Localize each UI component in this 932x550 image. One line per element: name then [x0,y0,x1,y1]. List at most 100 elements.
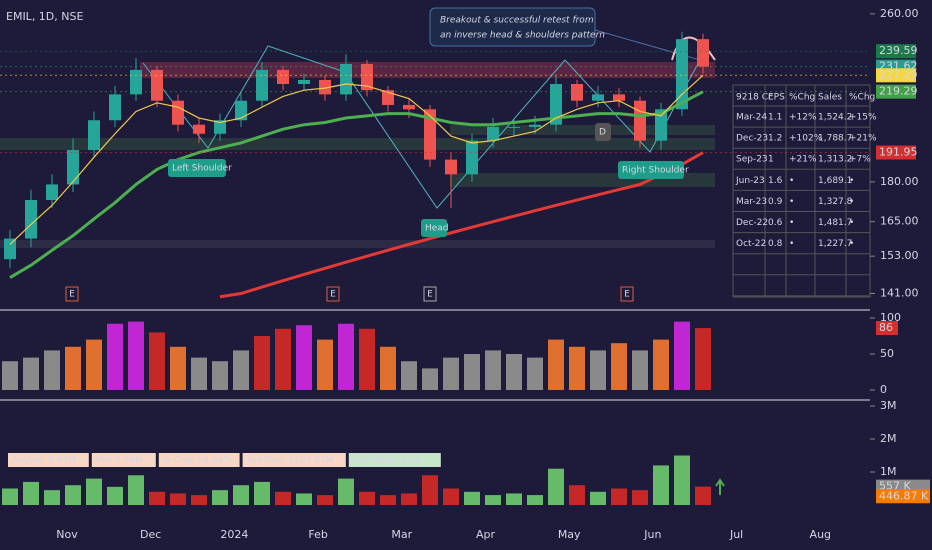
bar [422,368,438,390]
bar [485,495,501,505]
table-cell: • [789,239,794,249]
table-cell: • [849,197,854,207]
stat-box [242,453,346,467]
table-header: Sales [818,93,842,103]
price-label: 227.29 [879,68,918,81]
earnings-marker [423,286,437,302]
bar [401,493,417,505]
earnings-marker [65,286,79,302]
bar [569,485,585,505]
candle-body [655,109,667,141]
bar [191,357,207,390]
table-cell: • [789,218,794,228]
bar [149,332,165,390]
candle-body [172,100,184,125]
table-cell: • [849,239,854,249]
x-tick-label: Mar [391,528,412,541]
table-cell: 0.6 [768,218,783,228]
pattern-label-box [595,123,611,141]
table-cell: 1,327.8 [818,197,853,207]
bar [233,485,249,505]
bar [506,493,522,505]
pattern-label: D [599,128,606,138]
earnings-label: E [69,290,75,300]
price-label-box [876,68,916,83]
table-cell: Dec-23 [736,134,768,144]
table-cell: 1,689.1 [818,176,852,186]
table-cell: Mar-23 [736,197,767,207]
bar [317,495,333,505]
bar [149,491,165,505]
stat: U/D Ratio: 1.46 [353,456,422,466]
candle-body [613,94,625,101]
bar [317,339,333,390]
bar [632,350,648,390]
bar [422,475,438,505]
stat-box [91,453,156,467]
value-label-box [876,321,898,336]
bar [254,336,270,390]
pattern-label-box [421,219,447,237]
table-cell: 1,313.2 [818,155,852,165]
pattern-label: Head [425,224,449,234]
price-label-box [876,44,916,59]
x-tick-label: Aug [810,528,831,541]
bar [611,343,627,390]
bar [695,328,711,390]
bar [674,455,690,505]
bar [590,491,606,505]
bar [548,468,564,505]
bar [86,339,102,390]
candle-body [487,126,499,141]
bar [86,478,102,505]
candle-body [319,79,331,95]
table-header: %Chg [789,93,815,103]
table-cell: +102% [789,134,823,144]
bar [380,346,396,390]
bar [527,495,543,505]
bar [44,490,60,505]
table-cell: 1.6 [768,176,783,186]
bar [359,328,375,390]
candle-body [256,69,268,101]
x-tick-label: Dec [140,528,161,541]
annotation: Breakout & successful retest from [440,16,594,26]
earnings-marker [326,286,340,302]
bar [506,354,522,390]
y-tick-label: 260.00 [880,7,919,20]
table-cell: 1,788.7 [818,134,852,144]
candle-body [571,84,583,101]
bar [128,475,144,505]
y-tick-label: 50 [880,347,894,360]
table-cell: Jun-23 [735,176,765,186]
bar [611,488,627,505]
stat: Vol: 0.56M [96,456,143,466]
candle-body [298,79,310,85]
bar [401,361,417,390]
candle-body [403,104,415,110]
bar [107,486,123,505]
stat-box [158,453,240,467]
value-label: 446.87 K [879,489,929,502]
candle-body [4,238,16,260]
candle-body [214,120,226,134]
cup-arc [671,36,716,61]
bar [590,350,606,390]
bar [443,488,459,505]
earnings-label: E [427,290,433,300]
x-tick-label: Apr [476,528,496,541]
bar [23,357,39,390]
table-cell: Dec-22 [736,218,768,228]
table-cell: 1,481.7 [818,218,852,228]
bar [233,350,249,390]
bar [170,493,186,505]
y-tick-label: 141.00 [880,286,919,299]
candle-body [529,124,541,127]
earnings-label: E [624,290,630,300]
candle-body [361,63,373,91]
table-cell: • [849,176,854,186]
candle-body [697,39,709,67]
bar [2,361,18,390]
candle-body [634,100,646,141]
